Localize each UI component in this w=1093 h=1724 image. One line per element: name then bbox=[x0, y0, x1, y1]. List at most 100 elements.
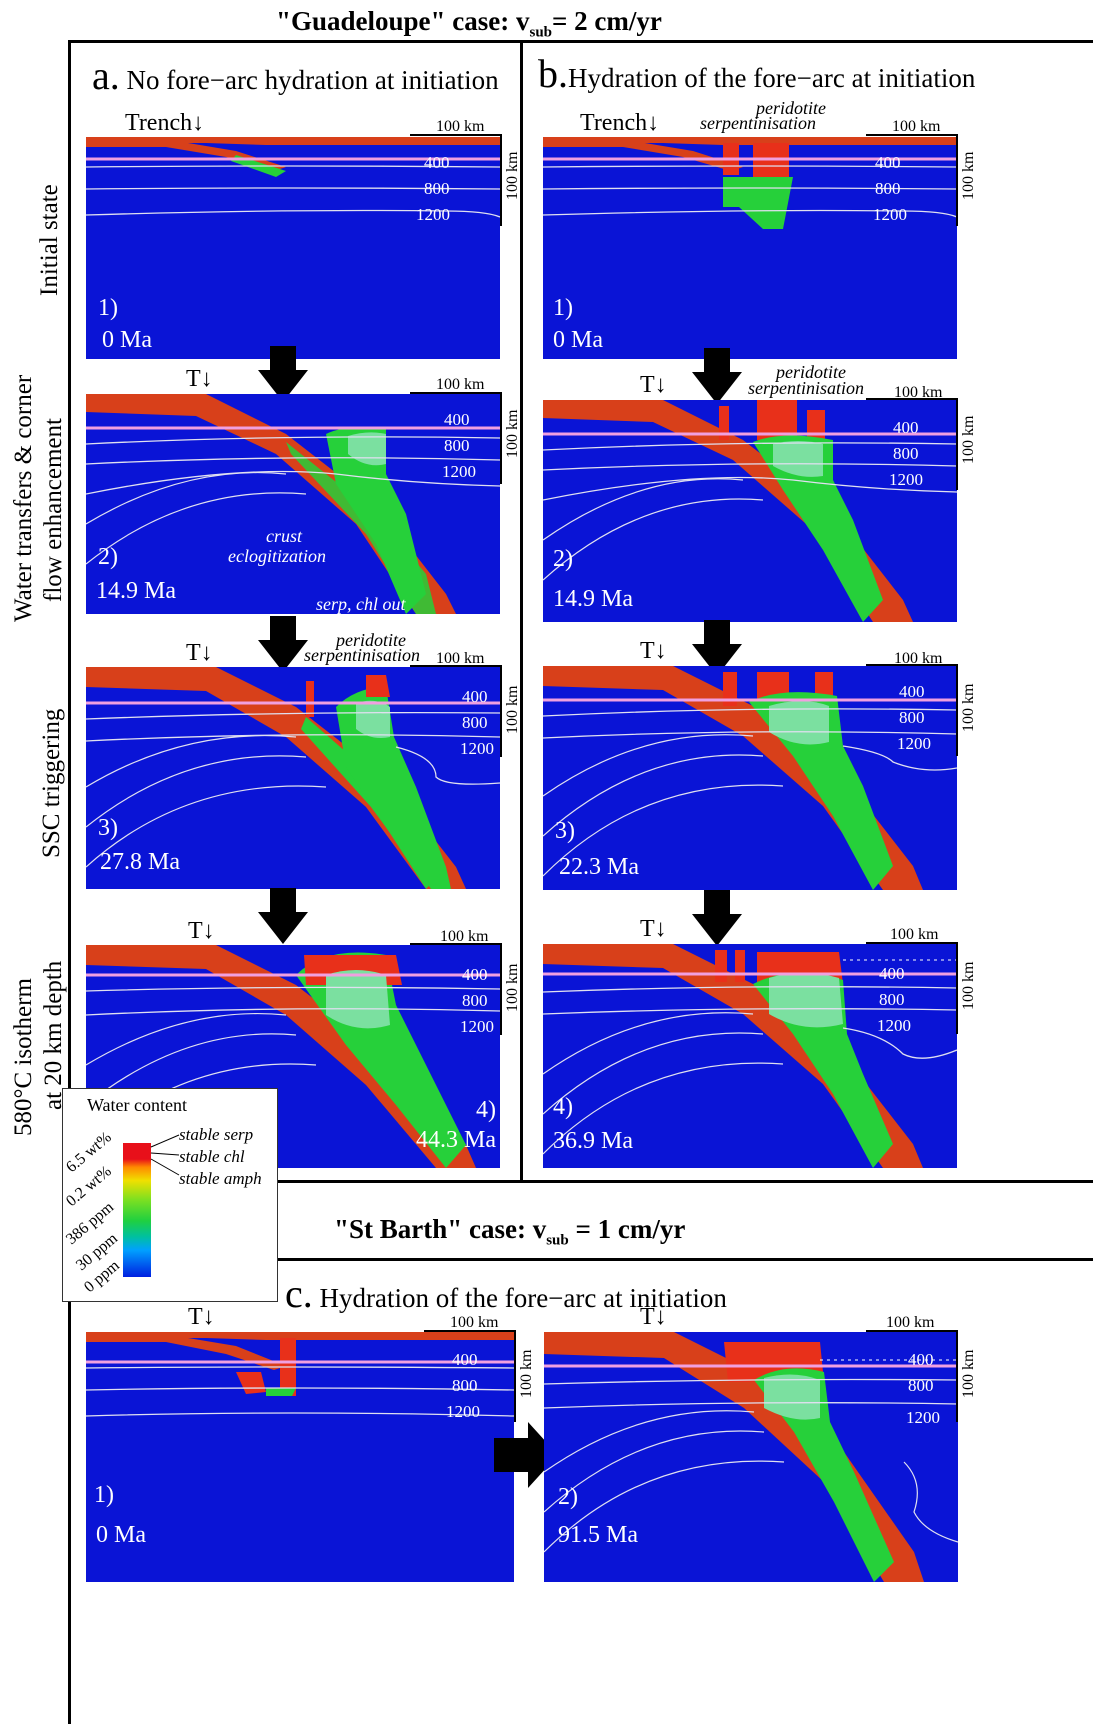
panel-a4-graphic bbox=[86, 945, 500, 1168]
iso-1200: 1200 bbox=[460, 739, 494, 758]
scale-bar-v bbox=[956, 1330, 958, 1422]
scale-h-c2: 100 km bbox=[886, 1314, 935, 1331]
iso-800: 800 bbox=[424, 179, 450, 198]
panel-age: 0 Ma bbox=[102, 327, 152, 353]
panel-number: 2) bbox=[98, 544, 118, 570]
scale-h-a2: 100 km bbox=[436, 376, 485, 393]
scale-bar-h bbox=[410, 134, 502, 136]
iso-1200: 1200 bbox=[877, 1016, 911, 1035]
iso-400: 400 bbox=[444, 410, 470, 429]
iso-400: 400 bbox=[462, 687, 488, 706]
panel-a2: 400 800 1200 crust eclogitization serp, … bbox=[86, 394, 500, 614]
iso-800: 800 bbox=[908, 1376, 934, 1395]
row-label-580-1: 580°C isotherm bbox=[10, 978, 37, 1136]
iso-800: 800 bbox=[879, 990, 905, 1009]
panel-b4: 400 800 1200 4) 36.9 Ma bbox=[543, 944, 957, 1168]
iso-800: 800 bbox=[875, 179, 901, 198]
scale-h-b3: 100 km bbox=[894, 650, 943, 667]
iso-400: 400 bbox=[875, 153, 901, 172]
iso-400: 400 bbox=[879, 964, 905, 983]
annotation-serpentinisation-b1: serpentinisation bbox=[700, 113, 816, 133]
arrow-right-c bbox=[494, 1422, 558, 1493]
panel-number: 1) bbox=[553, 295, 573, 321]
panel-number: 4) bbox=[553, 1094, 573, 1120]
annotation-serpentinisation-a3: serpentinisation bbox=[304, 645, 420, 665]
panel-number: 1) bbox=[98, 295, 118, 321]
iso-400: 400 bbox=[424, 153, 450, 172]
arrow-down-a2 bbox=[258, 616, 308, 677]
trench-label-c1: T↓ bbox=[188, 1304, 215, 1330]
panel-a1: 400 800 1200 1) 0 Ma bbox=[86, 137, 500, 359]
iso-1200: 1200 bbox=[889, 470, 923, 489]
scale-bar-h bbox=[410, 943, 502, 945]
iso-800: 800 bbox=[893, 444, 919, 463]
legend-colorbar bbox=[123, 1143, 151, 1277]
trench-label-b3: T↓ bbox=[640, 638, 667, 664]
scale-v-a1: 100 km bbox=[504, 151, 521, 200]
scale-v-b2: 100 km bbox=[960, 415, 977, 464]
panel-age: 0 Ma bbox=[553, 327, 603, 353]
panel-b2: 400 800 1200 2) 14.9 Ma bbox=[543, 400, 957, 622]
panel-age: 91.5 Ma bbox=[558, 1522, 638, 1548]
annotation-serpentinisation-b2: serpentinisation bbox=[748, 378, 864, 398]
iso-400: 400 bbox=[462, 965, 488, 984]
scale-v-b4: 100 km bbox=[960, 961, 977, 1010]
iso-1200: 1200 bbox=[460, 1017, 494, 1036]
iso-1200: 1200 bbox=[446, 1402, 480, 1421]
iso-400: 400 bbox=[893, 418, 919, 437]
panel-number: 3) bbox=[98, 815, 118, 841]
row-label-water-1: Water transfers & corner bbox=[10, 374, 37, 622]
iso-800: 800 bbox=[899, 708, 925, 727]
panel-c2-graphic bbox=[544, 1332, 958, 1582]
trench-label-b4: T↓ bbox=[640, 916, 667, 942]
panel-a3-graphic bbox=[86, 667, 500, 889]
panel-age: 27.8 Ma bbox=[100, 849, 180, 875]
legend-box: Water content 6.5 wt% 0.2 wt% 386 ppm 30… bbox=[62, 1088, 278, 1302]
panel-b3: 400 800 1200 3) 22.3 Ma bbox=[543, 666, 957, 890]
scale-bar-v bbox=[514, 1330, 516, 1422]
arrow-down-a3 bbox=[258, 888, 308, 949]
iso-1200: 1200 bbox=[906, 1408, 940, 1427]
annotation-peridotite-a3: peridotite bbox=[336, 630, 406, 650]
scale-bar-v bbox=[500, 665, 502, 757]
frame-middle bbox=[520, 40, 523, 1180]
mid-title: "St Barth" case: vsub = 1 cm/yr bbox=[334, 1214, 686, 1249]
panel-number: 1) bbox=[94, 1482, 114, 1508]
legend-label-chl: stable chl bbox=[179, 1147, 245, 1166]
panel-a3: 400 800 1200 3) 27.8 Ma bbox=[86, 667, 500, 889]
panel-b3-graphic bbox=[543, 666, 957, 890]
trench-label-b2: T↓ bbox=[640, 372, 667, 398]
panel-age: 0 Ma bbox=[96, 1522, 146, 1548]
trench-label-a3: T↓ bbox=[186, 640, 213, 666]
scale-h-b2: 100 km bbox=[894, 384, 943, 401]
scale-v-c2: 100 km bbox=[960, 1349, 977, 1398]
frame-top bbox=[68, 40, 1093, 43]
scale-bar-h bbox=[866, 664, 958, 666]
iso-1200: 1200 bbox=[442, 462, 476, 481]
frame-mid-top bbox=[278, 1180, 1093, 1183]
scale-bar-v bbox=[956, 134, 958, 226]
row-label-water-2: flow enhancement bbox=[40, 418, 67, 602]
panel-number: 4) bbox=[476, 1097, 496, 1123]
scale-bar-h bbox=[410, 392, 502, 394]
scale-bar-h bbox=[866, 398, 958, 400]
row-label-ssc: SSC triggering bbox=[38, 708, 65, 858]
annotation-eclogitization: eclogitization bbox=[228, 546, 326, 566]
scale-h-b4: 100 km bbox=[890, 926, 939, 943]
scale-h-a4: 100 km bbox=[440, 928, 489, 945]
column-c-header: c. Hydration of the fore−arc at initiati… bbox=[285, 1271, 727, 1316]
scale-v-c1: 100 km bbox=[518, 1349, 535, 1398]
iso-1200: 1200 bbox=[873, 205, 907, 224]
scale-bar-v bbox=[500, 943, 502, 1035]
iso-400: 400 bbox=[452, 1350, 478, 1369]
scale-bar-v bbox=[500, 392, 502, 484]
scale-h-c1: 100 km bbox=[450, 1314, 499, 1331]
scale-bar-h bbox=[424, 1330, 516, 1332]
panel-age: 36.9 Ma bbox=[553, 1128, 633, 1154]
row-label-initial: Initial state bbox=[36, 184, 63, 296]
panel-c2: 400 800 1200 2) 91.5 Ma bbox=[544, 1332, 958, 1582]
scale-v-a3: 100 km bbox=[504, 685, 521, 734]
arrow-down-b1 bbox=[692, 348, 742, 409]
scale-bar-h bbox=[866, 942, 958, 944]
iso-800: 800 bbox=[452, 1376, 478, 1395]
